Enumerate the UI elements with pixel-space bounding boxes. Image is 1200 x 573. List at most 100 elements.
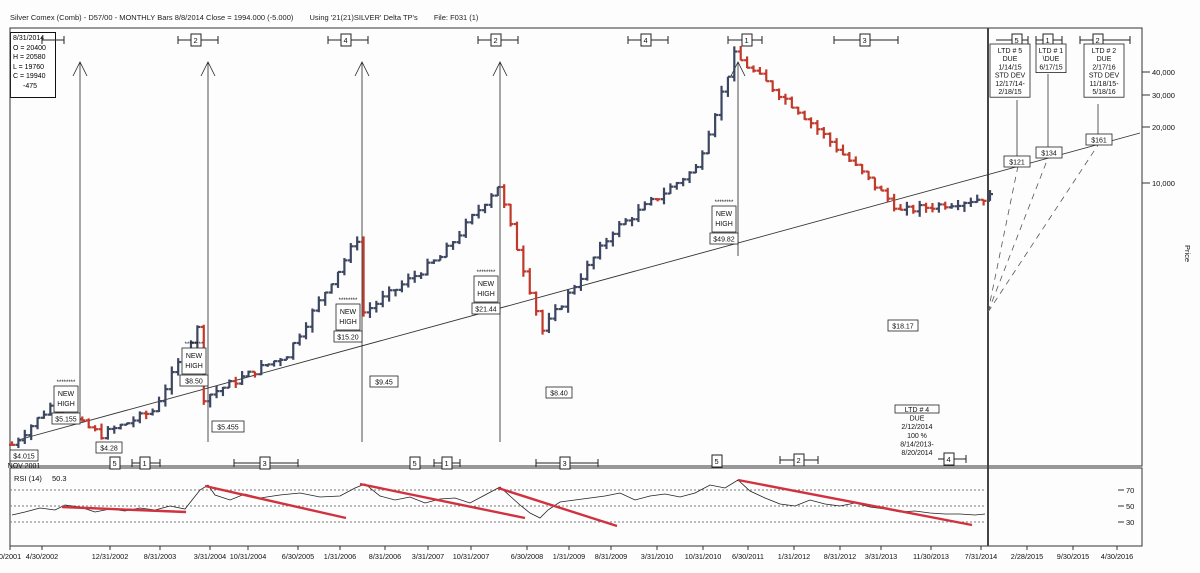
cycle-label: 2 [494,36,498,45]
new-high-stars: ******** [477,270,496,276]
cycle-marker [41,36,65,44]
ohlc-date: 8/31/2014 [13,35,45,42]
price-bar [942,201,949,210]
price-bar [808,117,815,129]
price-bar [411,270,418,283]
x-tick-label: 10/31/2007 [453,552,490,561]
cycle-marker: 5 [409,456,421,470]
new-high-arrows [72,61,746,442]
price-axis: 40,000 30,000 20,000 10,000 Price [1142,68,1192,262]
price-bar [271,360,278,367]
price-bar [328,283,335,294]
cycle-marker: 1 [433,456,461,470]
annotation-line: LTD # 5 [998,48,1022,55]
cycle-marker: 2 [177,33,219,47]
price-bar [827,132,834,147]
annotation-line: 5/18/16 [1092,89,1115,96]
new-high-stars: ******** [339,298,358,304]
price-bar [846,151,853,163]
price-bar [117,423,124,430]
price-bar [923,202,930,213]
low-price: $9.45 [375,380,393,387]
annotation-line: 2/12/2014 [901,424,932,431]
low-price: $4.28 [100,446,118,453]
annotation-line: LTD # 4 [905,407,929,414]
new-high-stars: ******** [715,200,734,206]
cycle-label: 3 [863,36,867,45]
low-price: $4.015 [13,454,35,461]
x-tick-label: 8/31/2012 [824,552,856,561]
cycle-label: 5 [715,457,719,466]
price-bar [590,256,597,270]
price-bar [264,363,271,367]
price-bar [935,202,942,213]
x-tick-label: 4/30/2002 [26,552,58,561]
price-tick: 40,000 [1152,68,1175,77]
annotation-line: 11/18/15- [1089,81,1119,88]
cycle-marker: 1 [727,33,763,47]
price-bar [513,221,520,252]
price-bar [475,204,482,219]
annotation-line: \DUE [1043,56,1060,63]
price-bar [124,422,131,426]
price-bar [379,290,386,308]
price-tick: 20,000 [1152,123,1175,132]
price-bar [392,288,399,297]
price-bar [232,376,239,388]
price-bar [341,258,348,276]
new-high-label: ******** NEW HIGH $49.82 [709,200,739,245]
price-bar [168,366,175,395]
price-tick: 30,000 [1152,91,1175,100]
target-price-label: $121 [1003,155,1031,168]
price-bar [335,270,341,288]
cycle-label: 4 [644,36,648,45]
price-bar [437,255,444,262]
price-bar [162,384,169,407]
price-bar [322,291,329,306]
cycle-label: 1 [143,459,147,468]
annotation-line: 8/14/2013- [900,441,934,448]
price-bar [366,302,373,318]
cycle-label: 3 [263,459,267,468]
price-bar [603,237,610,250]
x-tick-label: 4/30/2016 [1101,552,1133,561]
price-bar [910,204,917,214]
x-tick-label: 10/31/2004 [230,552,267,561]
price-bar [424,258,431,276]
rsi-level-50: 50 [1126,502,1134,511]
price-bar [40,410,47,419]
price-bar [565,289,572,313]
price-bar [667,183,674,195]
new-high-line1: NEW [186,353,203,360]
price-bar [386,286,393,302]
price-bar [974,194,981,204]
x-tick-label: 7/31/2014 [965,552,997,561]
price-bar [865,170,872,181]
cycle-label: 2 [1096,36,1100,45]
price-bar [699,150,706,170]
new-high-price: $15.20 [337,335,359,342]
low-price-label: $9.45 [369,375,399,388]
rsi-line [11,479,986,519]
price-bar [756,67,763,75]
new-high-stars: ******** [185,342,204,348]
cycle-marker: 5 [109,456,121,470]
price-bar [584,260,591,281]
price-bar [175,358,182,376]
ohlc-change: -475 [23,82,38,90]
price-bar [130,416,137,428]
low-price-label: $8.40 [545,386,573,399]
price-bar [469,213,476,225]
price-bar [718,85,725,121]
price-bar [501,184,508,209]
price-bar [251,370,258,378]
cycle-label: 1 [745,36,749,45]
new-high-price: $21.44 [475,307,497,314]
price-bar [884,187,891,203]
cycle-marker: 3 [535,456,599,470]
price-bar [654,197,661,202]
price-bar [462,218,469,238]
price-bar [705,130,712,155]
